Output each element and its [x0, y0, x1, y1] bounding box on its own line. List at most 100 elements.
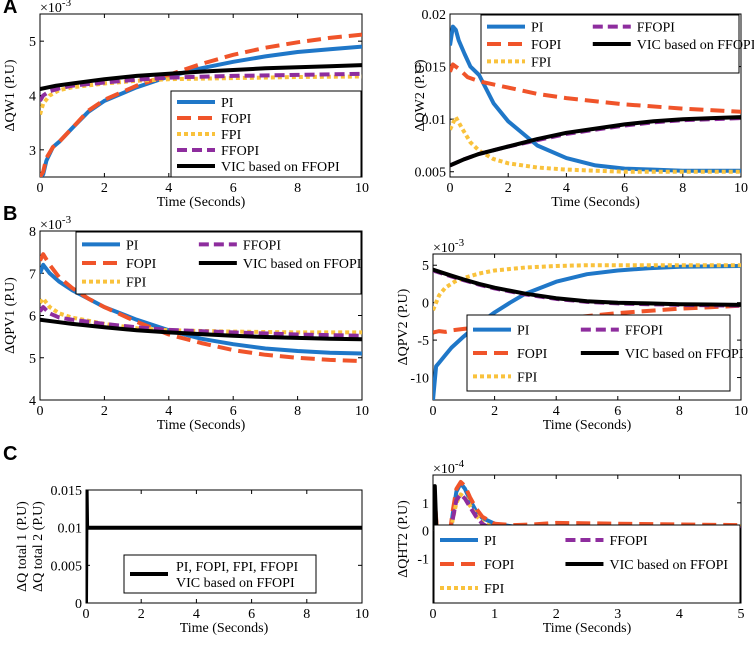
x-tick-label: 0 [37, 404, 44, 419]
y-axis-label: ΔQPV1 (P.U) [3, 277, 18, 354]
axis-multiplier: ×10-4 [433, 458, 465, 477]
x-tick-label: 4 [563, 181, 570, 196]
x-tick-label: 2 [491, 404, 498, 419]
series-line-vic-based-on-ffopi [40, 63, 362, 91]
x-tick-label: 5 [738, 607, 745, 622]
chart-qpv2: 0 2 4 6 8 10 -10 -5 0 5 Time (Seconds) ΔQPV2 (P.U) ×… [396, 237, 748, 433]
y-tick-label: 3 [29, 144, 36, 159]
legend-label: FFOPI [221, 144, 259, 159]
x-axis-label: Time (Seconds) [551, 195, 640, 210]
legend-label: PI [221, 96, 234, 111]
x-tick-label: 0 [430, 607, 437, 622]
x-tick-label: 8 [679, 181, 686, 196]
x-axis-label: Time (Seconds) [543, 621, 632, 636]
legend-label: FOPI [531, 38, 562, 53]
chart-qtotal: 0 2 4 6 8 10 0 0.005 0.01 0.015 Time (Seconds) ΔQ t… [15, 484, 369, 636]
legend-label: VIC based on FFOPI [625, 347, 744, 362]
y-tick-label: -1 [417, 552, 429, 567]
series-line-vic-based-on-ffopi [433, 267, 741, 307]
series-line-fopi [450, 62, 741, 114]
legend: PI FFOPI FOPI VIC based on FFOPI FPI [466, 314, 744, 392]
x-tick-label: 6 [230, 181, 237, 196]
x-tick-label: 6 [230, 404, 237, 419]
x-tick-label: 10 [355, 181, 369, 196]
x-tick-label: 0 [83, 607, 90, 622]
legend-label: FOPI [221, 112, 252, 127]
y-axis-label: ΔQW1 (P.U) [3, 59, 18, 131]
x-tick-label: 0 [447, 181, 454, 196]
y-axis-label: ΔQW2 (P.U) [413, 59, 428, 131]
legend-label: PI [126, 238, 139, 253]
y-tick-label: 4 [29, 90, 36, 105]
y-tick-label: 1 [422, 497, 429, 512]
x-tick-label: 0 [37, 181, 44, 196]
x-tick-label: 1 [491, 607, 498, 622]
legend-label: PI [531, 21, 544, 36]
y-tick-label: 0 [422, 297, 429, 312]
axis-multiplier: ×10-3 [433, 237, 465, 256]
legend-label: FPI [531, 55, 552, 70]
y-tick-label: 0.005 [51, 559, 83, 574]
y-tick-label: 7 [29, 267, 36, 282]
x-tick-label: 6 [248, 607, 255, 622]
y-tick-label: 0.005 [415, 166, 447, 181]
x-axis-label: Time (Seconds) [180, 621, 269, 636]
legend-label: PI [484, 534, 497, 549]
legend-label: PI, FOPI, FPI, FFOPI VIC based on FFOPI [176, 560, 298, 591]
y-tick-label: 5 [29, 35, 36, 50]
series-line-pi [40, 262, 362, 356]
x-tick-label: 2 [101, 404, 108, 419]
y-axis-label: ΔQPV2 (P.U) [396, 288, 411, 365]
chart-qw2: 0 2 4 6 8 10 0.005 0.01 0.015 0.02 Time (Seconds) Δ… [413, 8, 754, 210]
legend-label: PI [517, 324, 530, 339]
panel-label-c: C [3, 443, 18, 465]
legend-label: VIC based on FFOPI [221, 160, 340, 175]
y-tick-label: 0.015 [415, 61, 447, 76]
series-line-ffopi [40, 71, 362, 102]
x-tick-label: 10 [734, 404, 748, 419]
y-axis-label: ΔQHT2 (P.U) [396, 500, 411, 578]
y-tick-label: 4 [29, 394, 36, 409]
x-tick-label: 10 [355, 404, 369, 419]
series-group [40, 32, 362, 177]
y-tick-label: -10 [410, 372, 429, 387]
legend-label: VIC based on FFOPI [609, 558, 728, 573]
legend-label: FOPI [126, 257, 157, 272]
x-tick-label: 2 [505, 181, 512, 196]
x-axis-label: Time (Seconds) [543, 418, 632, 433]
legend-label: FPI [484, 582, 505, 597]
x-axis-label: Time (Seconds) [157, 195, 246, 210]
panel-label-a: A [3, 0, 18, 18]
x-tick-label: 2 [553, 607, 560, 622]
series-line-pi [450, 24, 741, 173]
chart-qpv1: 0 2 4 6 8 10 4 5 6 7 8 Time (Seconds) ΔQPV1 (P.U) ×10… [3, 214, 369, 433]
series-line-pi [433, 264, 741, 400]
x-tick-label: 10 [355, 607, 369, 622]
x-tick-label: 6 [614, 404, 621, 419]
x-axis-label: Time (Seconds) [157, 418, 246, 433]
x-tick-label: 4 [165, 181, 172, 196]
panel-label-b: B [3, 203, 18, 225]
legend-label: VIC based on FFOPI [637, 38, 754, 53]
legend-label: VIC based on FFOPI [243, 257, 362, 272]
legend-label: FOPI [517, 347, 548, 362]
y-axis-label: ΔQ total 1 (P.U) [15, 501, 30, 592]
y-tick-label: 0.01 [58, 522, 83, 537]
series-line-fpi [450, 115, 741, 174]
legend-label: FFOPI [243, 238, 281, 253]
x-tick-label: 8 [303, 607, 310, 622]
y-tick-label: 0.02 [422, 8, 447, 23]
x-tick-label: 8 [294, 181, 301, 196]
legend-label: FFOPI [625, 324, 663, 339]
legend-box [123, 554, 317, 594]
y-tick-label: 0 [422, 525, 429, 540]
legend: PI FFOPI FOPI VIC based on FFOPI FPI [480, 14, 754, 74]
x-tick-label: 4 [553, 404, 560, 419]
chart-qht2: 0 1 2 3 4 5 -1 0 1 Time (Seconds) ΔQHT2 (P.U) ×10-4… [396, 458, 745, 636]
legend-label: FOPI [484, 558, 515, 573]
x-tick-label: 8 [676, 404, 683, 419]
legend-box [170, 90, 362, 178]
series-group [450, 24, 741, 174]
y-tick-label: 8 [29, 225, 36, 240]
